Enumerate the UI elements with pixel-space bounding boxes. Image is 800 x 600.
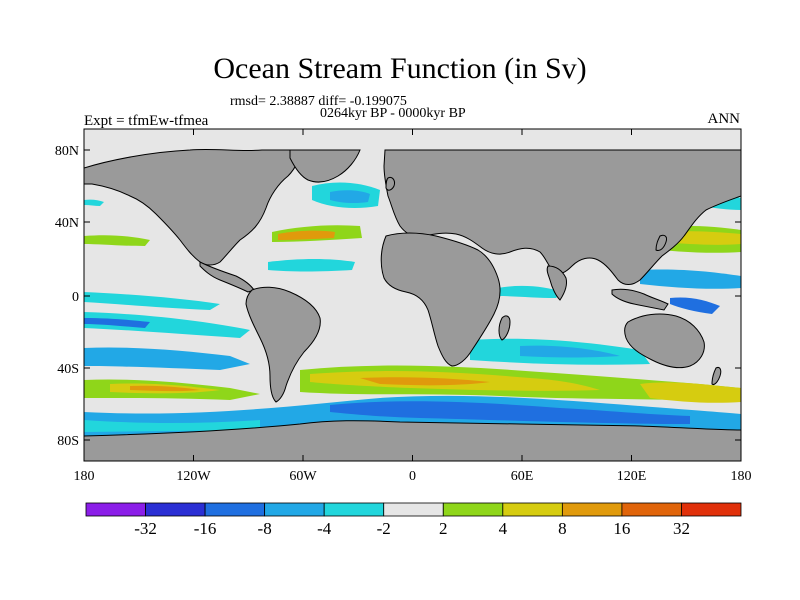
season-label: ANN: [707, 111, 741, 127]
colorbar-label: 4: [499, 519, 508, 538]
north-atlantic-deep: [330, 190, 370, 204]
land-masses: [84, 148, 741, 461]
antarctica: [84, 420, 741, 461]
north-pacific-positive: [84, 235, 150, 246]
period-line: 0264kyr BP - 0000kyr BP: [320, 106, 466, 121]
lat-tick-label: 40N: [55, 216, 79, 231]
caribbean-negative: [268, 259, 355, 272]
stats-line: rmsd= 2.38887 diff= -0.199075: [230, 94, 407, 109]
japan: [655, 234, 667, 251]
colorbar-swatch: [621, 502, 682, 517]
colorbar-swatch: [323, 502, 385, 517]
map-area: [84, 129, 741, 461]
longitude-axis: 180 120W 60W 0 60E 120E 180: [74, 129, 752, 484]
north-atlantic-orange: [278, 230, 335, 240]
pacific-south-orange: [130, 385, 200, 392]
colorbar-label: -8: [258, 519, 272, 538]
lat-tick-label: 80N: [55, 144, 79, 159]
colorbar-label: -2: [377, 519, 391, 538]
colorbar-swatch: [502, 502, 563, 517]
south-atlantic-negative: [498, 285, 562, 298]
colorbar-swatch: [383, 502, 444, 517]
lon-tick-label: 120W: [176, 469, 211, 484]
indonesia: [611, 288, 669, 311]
colorbar-swatch: [85, 502, 146, 517]
aleutian-negative: [84, 199, 104, 206]
west-pacific-negative: [640, 269, 741, 289]
colorbar-label: -4: [317, 519, 332, 538]
lon-tick-label: 120E: [617, 469, 647, 484]
colorbar-swatch: [442, 502, 504, 517]
madagascar: [498, 315, 511, 341]
new-zealand: [711, 367, 722, 385]
tasman-positive: [640, 382, 741, 403]
british-isles: [385, 177, 395, 191]
colorbar-swatch: [264, 502, 325, 517]
experiment-label: Expt = tfmEw-tfmea: [84, 113, 209, 129]
southern-ocean-cyan: [84, 420, 260, 432]
south-america: [245, 286, 321, 403]
lon-tick-label: 60W: [289, 469, 317, 484]
colorbar-swatch: [145, 502, 206, 517]
lat-tick-label: 40S: [57, 362, 79, 377]
colorbar-swatch: [681, 502, 742, 517]
africa: [380, 232, 501, 367]
colorbar-label: 8: [558, 519, 567, 538]
lat-tick-label: 80S: [57, 434, 79, 449]
colorbar-swatch: [561, 502, 623, 517]
colorbar-label: 32: [673, 519, 690, 538]
lon-tick-label: 180: [74, 469, 95, 484]
colorbar-swatch: [204, 502, 266, 517]
india: [546, 265, 567, 301]
australia: [624, 313, 705, 369]
colorbar-label: -32: [134, 519, 157, 538]
latitude-axis: 80N 40N 0 40S 80S: [55, 144, 741, 449]
map-title: Ocean Stream Function (in Sv): [213, 52, 587, 85]
indian-negative-deep: [520, 345, 620, 358]
southern-positive-orange: [360, 377, 490, 386]
west-pacific-deep: [670, 297, 720, 314]
south-pacific-deep: [84, 318, 150, 328]
central-america: [199, 261, 255, 293]
lon-tick-label: 0: [409, 469, 416, 484]
south-pacific-negative-1: [84, 347, 250, 370]
colorbar-label: -16: [194, 519, 217, 538]
lon-tick-label: 180: [731, 469, 752, 484]
southern-ocean-negative-core: [330, 401, 690, 424]
greenland: [289, 149, 361, 183]
south-pacific-negative-3: [84, 292, 220, 310]
lon-tick-label: 60E: [511, 469, 534, 484]
lat-tick-label: 0: [72, 290, 79, 305]
colorbar-label: 2: [439, 519, 448, 538]
south-pacific-negative-2: [84, 312, 250, 338]
north-america: [84, 148, 301, 266]
colorbar: -32 -16 -8 -4 -2 2 4 8 16 32: [85, 502, 742, 538]
colorbar-label: 16: [613, 519, 630, 538]
